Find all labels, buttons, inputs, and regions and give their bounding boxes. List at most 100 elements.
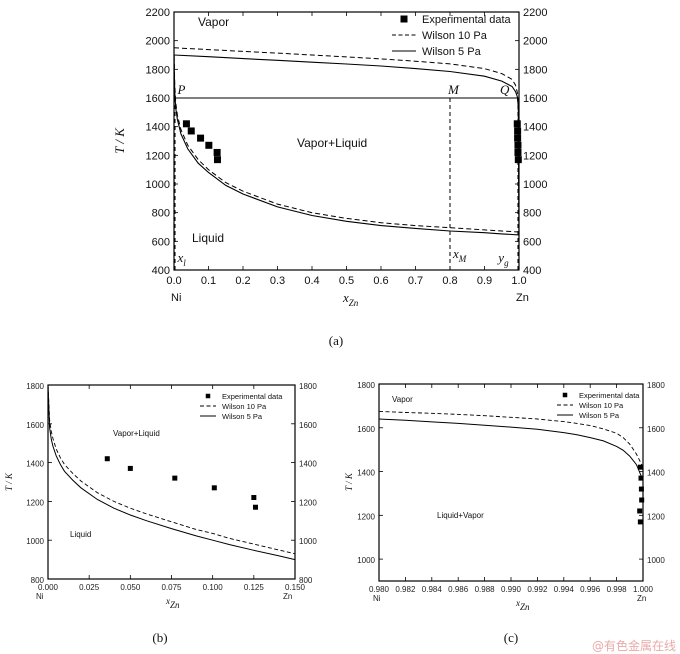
a-y-tick-label: 1600 [146,93,170,105]
b-x-tick-label: 0.125 [244,583,265,592]
c-y-axis-title: T / K [344,472,354,491]
c-x-axis-title: xZn [515,598,530,612]
a-point-label-q: Q [500,82,510,97]
c-curve-10pa [378,410,644,468]
c-x-tick-label: 0.998 [607,585,628,594]
a-point-label-p: P [176,82,185,97]
c-region-vapor: Vapor [392,395,413,404]
c-x-tick-label: 0.984 [422,585,443,594]
watermark-text: @有色金属在线 [592,638,676,653]
a-experimental-point [182,120,190,128]
b-curve-5pa [47,384,296,561]
b-x-tick-label: 0.150 [285,583,306,592]
b-experimental-point [104,456,110,462]
b-region-vapor-liquid: Vapor+Liquid [113,429,160,438]
b-region-liquid: Liquid [70,530,91,539]
c-experimental-point [639,497,645,503]
a-y-tick-label-right: 1400 [523,122,547,134]
a-y-tick-label-right: 1600 [523,93,547,105]
b-y-tick-label-right: 800 [299,576,313,585]
b-y-tick-label: 1800 [26,382,44,391]
b-x-tick-label: 0.025 [79,583,100,592]
a-experimental-point [513,120,521,128]
c-y-tick-label-right: 1000 [647,556,665,565]
a-x-tick-label: 0.2 [235,275,250,287]
a-y-tick-label: 2200 [146,7,170,19]
c-panel-caption: (c) [504,630,518,645]
b-y-tick-label-right: 1200 [299,498,317,507]
a-x-tick-label: 0.8 [442,275,457,287]
b-x-tick-label: 0.075 [161,583,182,592]
c-x-tick-label: 0.982 [395,585,416,594]
b-y-tick-label: 800 [31,576,45,585]
b-legend-label: Wilson 10 Pa [222,402,267,411]
c-x-tick-label: 0.994 [554,585,575,594]
a-experimental-point [514,156,522,164]
a-x-tick-label: 0.7 [408,275,423,287]
c-y-tick-label-right: 1200 [647,512,665,521]
c-experimental-point [638,475,644,481]
c-end-label-zn: Zn [637,594,646,603]
a-y-tick-label-right: 2200 [523,7,547,19]
c-legend-label: Experimental data [579,391,640,400]
b-experimental-point [211,485,217,491]
b-x-tick-label: 0.050 [120,583,141,592]
a-x-axis-title: xZn [342,290,359,308]
c-legend-label: Wilson 5 Pa [579,411,620,420]
a-x-tick-label: 0.4 [304,275,319,287]
a-point-label-m: M [447,82,460,97]
b-y-tick-label-right: 1600 [299,421,317,430]
b-x-tick-label: 0.000 [38,583,59,592]
a-end-label-zn: Zn [516,292,529,304]
a-label-yg: yg [496,250,509,268]
b-legend-marker-exp [205,393,211,399]
b-legend-label: Experimental data [222,392,283,401]
c-x-tick-label: 0.988 [475,585,496,594]
b-y-tick-label-right: 1800 [299,382,317,391]
c-legend-label: Wilson 10 Pa [579,401,624,410]
b-panel-caption: (b) [152,630,167,645]
b-end-label-zn: Zn [283,592,292,601]
a-x-tick-label: 0.3 [270,275,285,287]
a-y-tick-label-right: 600 [523,236,541,248]
b-y-tick-label: 1000 [26,537,44,546]
a-legend-label: Wilson 5 Pa [422,46,482,58]
a-experimental-point [187,127,195,135]
c-experimental-point [637,519,643,525]
a-x-tick-label: 0.6 [373,275,388,287]
b-x-tick-label: 0.100 [203,583,224,592]
c-x-tick-label: 0.990 [501,585,522,594]
c-experimental-point [638,486,644,492]
c-y-tick-label: 1000 [357,556,375,565]
c-x-tick-label: 0.980 [369,585,390,594]
c-curve-5pa [378,418,644,481]
b-y-tick-label-right: 1000 [299,537,317,546]
b-y-tick-label: 1400 [26,460,44,469]
c-y-tick-label: 1600 [357,425,375,434]
c-x-tick-label: 0.992 [527,585,548,594]
a-y-tick-label: 2000 [146,36,170,48]
a-end-label-ni: Ni [171,292,181,304]
a-x-tick-label: 1.0 [511,275,526,287]
a-legend-label: Wilson 10 Pa [422,30,488,42]
a-y-tick-label: 1800 [146,64,170,76]
a-legend-label: Experimental data [422,14,512,26]
a-experimental-point [514,127,522,135]
b-experimental-point [251,495,257,501]
a-y-tick-label: 1400 [146,122,170,134]
b-y-tick-label: 1200 [26,498,44,507]
a-experimental-point [213,156,221,164]
a-y-axis-title: T / K [112,127,127,154]
a-y-tick-label: 600 [152,236,170,248]
a-region-liquid: Liquid [192,231,224,245]
a-vapor-curve-5pa [173,54,520,235]
b-y-tick-label-right: 1400 [299,460,317,469]
a-experimental-point [197,134,205,142]
a-experimental-point [514,148,522,156]
c-y-tick-label: 1800 [357,381,375,390]
a-y-tick-label-right: 1200 [523,150,547,162]
c-experimental-point [637,464,643,470]
c-x-tick-label: 1.000 [633,585,654,594]
c-y-tick-label-right: 1600 [647,425,665,434]
a-y-tick-label: 1000 [146,179,170,191]
